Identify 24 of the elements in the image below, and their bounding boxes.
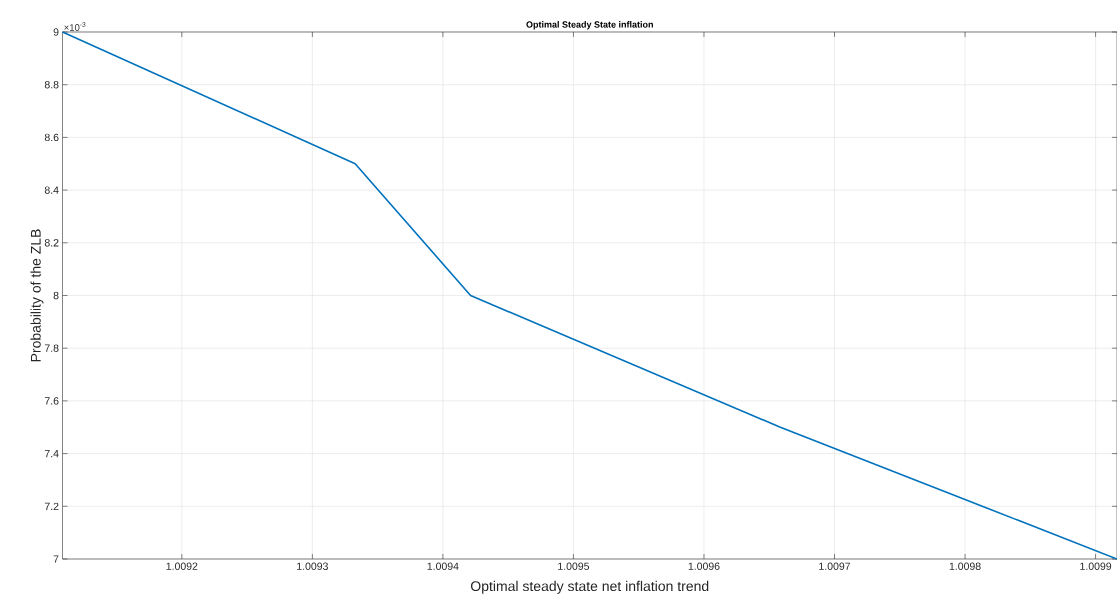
x-tick-label: 1.0098 [949,562,981,570]
x-tick-label: 1.0095 [558,562,590,570]
line-series [61,31,1117,560]
x-tick-label: 1.0093 [297,562,328,570]
text: ×10$^{-3}$ [64,22,86,31]
x-tick-label: 1.0096 [688,562,720,570]
y-tick-label: 8.6 [44,133,59,142]
x-axis-title: Optimal steady state net inflation trend [470,580,709,594]
chart-title: Optimal Steady State inflation [526,21,653,30]
y-tick-label: 7 [53,555,59,563]
x-tick-label: 1.0094 [427,562,459,570]
y-tick-label: 7.8 [44,344,59,352]
y-tick-label: 7.2 [44,502,59,510]
y-tick-label: 7.6 [44,397,59,405]
y-tick-label: 8.4 [44,186,59,194]
y-tick-label: 8.2 [44,239,59,247]
y-tick-label: 9 [53,28,59,36]
y-tick-label: 8 [53,291,59,300]
y-axis-title: Probability of the ZLB [30,229,44,362]
x-tick-label: 1.0092 [166,562,198,570]
y-tick-label: 8.8 [44,80,59,89]
y-tick-label: 7.4 [44,449,59,458]
x-tick-label: 1.0097 [819,562,851,570]
x-tick-label: 1.0099 [1080,562,1112,570]
